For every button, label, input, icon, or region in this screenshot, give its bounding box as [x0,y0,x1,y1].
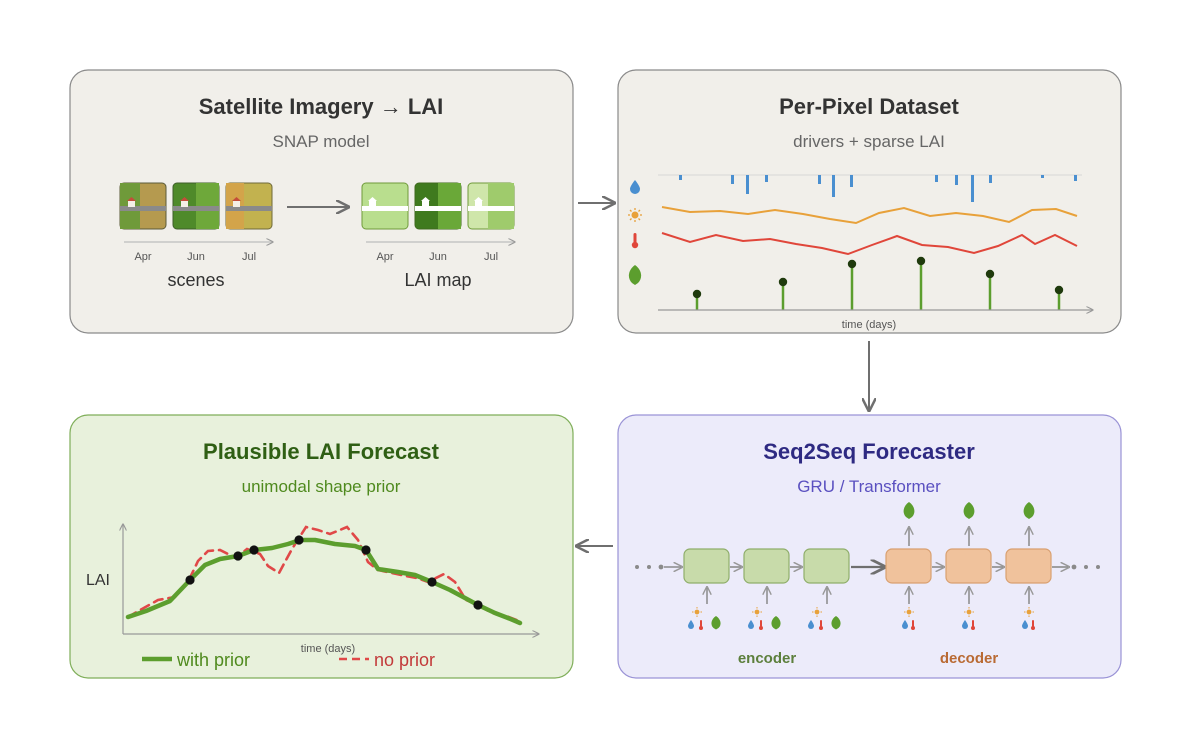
encoder-input-icons [688,607,841,630]
legend-no-prior-label: no prior [374,650,435,670]
leaf-icon [1023,502,1035,519]
dataset-panel: Per-Pixel Dataset drivers + sparse LAI [617,69,1122,334]
forecast-y-axis-label: LAI [86,572,110,589]
dataset-panel-title: Per-Pixel Dataset [779,94,959,119]
lai-map-jul [467,182,515,230]
encoder-cell [803,548,850,584]
sequence-ellipsis-left [635,564,664,570]
encoder-cell [683,548,730,584]
forecaster-panel-subtitle: GRU / Transformer [797,477,941,496]
satellite-scene-jul [225,182,273,230]
decoder-label: decoder [940,650,999,667]
encoder-cell [743,548,790,584]
sequence-ellipsis-right [1071,564,1100,570]
forecaster-panel-title: Seq2Seq Forecaster [763,439,975,464]
decoder-input-icons [902,607,1035,630]
precip-bars [679,175,1077,202]
temperature-series-line [661,232,1078,256]
forecast-panel-subtitle: unimodal shape prior [242,477,401,496]
forecast-panel: Plausible LAI Forecast unimodal shape pr… [69,414,574,679]
lai-month-label: Jun [429,251,447,263]
scene-month-label: Apr [134,251,151,263]
dataset-time-axis-label: time (days) [842,319,896,331]
dataset-panel-subtitle: drivers + sparse LAI [793,132,945,151]
decoder-cell [885,548,932,584]
scenes-label: scenes [167,270,224,290]
no-prior-line [126,525,524,624]
scene-month-label: Jul [242,251,256,263]
with-prior-line [125,537,523,626]
thermometer-icon [631,233,639,249]
lai-map-jun [414,182,462,230]
legend-with-prior-label: with prior [176,650,250,670]
leaf-icon [903,502,915,519]
leaf-icon [963,502,975,519]
forecast-panel-title: Plausible LAI Forecast [203,439,440,464]
input-arrows [707,588,1029,604]
lai-month-label: Apr [376,251,393,263]
lai-month-label: Jul [484,251,498,263]
decoder-cell [1005,548,1052,584]
observed-lai-points [185,535,483,610]
output-arrows [909,528,1029,546]
satellite-scene-jun [172,182,220,230]
decoder-cell [945,548,992,584]
satellite-panel: Satellite Imagery → LAI SNAP model Apr J… [69,69,574,334]
satellite-scene-apr [119,182,167,230]
sun-icon [628,208,642,222]
lai-map-label: LAI map [404,270,471,290]
satellite-panel-title: Satellite Imagery → LAI [199,94,444,119]
satellite-panel-subtitle: SNAP model [272,132,369,151]
sparse-lai-stems [692,256,1064,310]
sun-series-line [661,206,1078,225]
lai-map-apr [361,182,409,230]
scene-month-label: Jun [187,251,205,263]
encoder-label: encoder [738,650,797,667]
forecaster-panel: Seq2Seq Forecaster GRU / Transformer [617,414,1122,679]
leaf-icon [628,265,642,285]
forecast-x-axis-label: time (days) [301,643,355,655]
water-drop-icon [630,180,640,194]
